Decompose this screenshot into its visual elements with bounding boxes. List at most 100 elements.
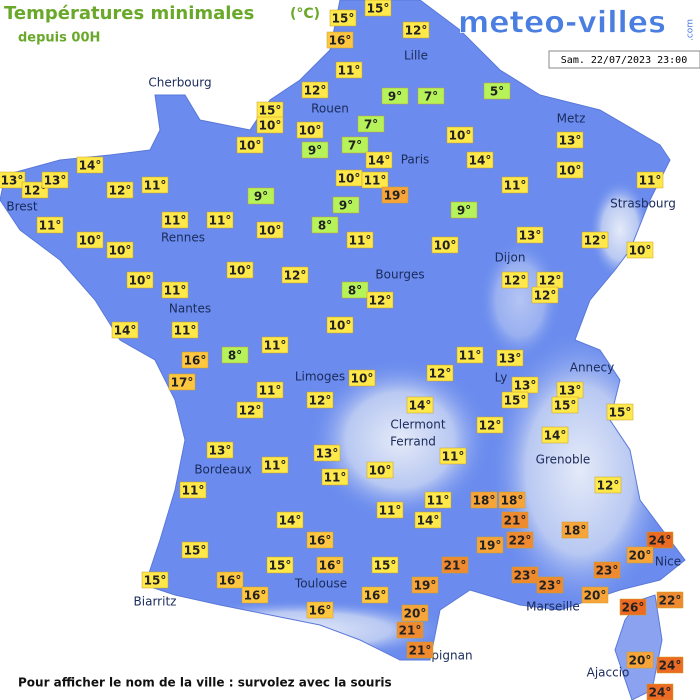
temperature-label: 12° bbox=[109, 184, 132, 198]
temperature-label: 12° bbox=[405, 24, 428, 38]
temperature-badge bbox=[371, 556, 399, 574]
city-name: Cherbourg bbox=[148, 76, 211, 90]
temperature-badge bbox=[366, 461, 394, 479]
city-name: Lille bbox=[404, 49, 428, 63]
temperature-badge bbox=[168, 373, 196, 391]
temperature-badge bbox=[256, 116, 284, 134]
temperature-badge bbox=[498, 491, 526, 509]
city-name: pignan bbox=[431, 649, 472, 663]
temperature-badge bbox=[551, 396, 579, 414]
temperature-label: 11° bbox=[264, 459, 287, 473]
temperature-badge bbox=[306, 601, 334, 619]
temperature-label: 10° bbox=[229, 264, 252, 278]
temperature-label: 10° bbox=[109, 244, 132, 258]
temperature-label: 22° bbox=[509, 534, 532, 548]
temperature-badge bbox=[261, 336, 289, 354]
temperature-badge bbox=[483, 82, 511, 100]
jura bbox=[480, 240, 560, 360]
temperature-badge bbox=[206, 441, 234, 459]
temperature-badge bbox=[313, 444, 341, 462]
temperature-label: 13° bbox=[209, 444, 232, 458]
temperature-badge bbox=[402, 21, 430, 39]
temperature-badge bbox=[401, 604, 429, 622]
temperature-badge bbox=[261, 456, 289, 474]
temperature-label: 18° bbox=[564, 524, 587, 538]
temperature-badge bbox=[606, 403, 634, 421]
temperature-badge bbox=[236, 136, 264, 154]
temperature-label: 14° bbox=[544, 429, 567, 443]
temperature-badge bbox=[556, 131, 584, 149]
temperature-label: 21° bbox=[409, 644, 432, 658]
temperature-label: 24° bbox=[649, 534, 672, 548]
temperature-label: 10° bbox=[329, 319, 352, 333]
temperature-label: 9° bbox=[457, 204, 471, 218]
temperature-label: 11° bbox=[324, 471, 347, 485]
temperature-label: 16° bbox=[309, 604, 332, 618]
temperature-badge bbox=[414, 511, 442, 529]
temperature-badge bbox=[456, 346, 484, 364]
temperature-label: 16° bbox=[309, 534, 332, 548]
temperature-badge bbox=[256, 381, 284, 399]
temperature-badge bbox=[276, 511, 304, 529]
temperature-badge bbox=[179, 481, 207, 499]
temperature-label: 19° bbox=[414, 579, 437, 593]
temperature-badge bbox=[646, 531, 674, 549]
city-name: Grenoble bbox=[536, 453, 591, 467]
temperature-label: 10° bbox=[129, 274, 152, 288]
temperature-label: 8° bbox=[228, 349, 242, 363]
temperature-label: 11° bbox=[349, 234, 372, 248]
temperature-label: 14° bbox=[114, 324, 137, 338]
temperature-badge bbox=[450, 201, 478, 219]
city-name: Limoges bbox=[295, 370, 345, 384]
temperature-label: 12° bbox=[584, 234, 607, 248]
title: Températures minimales bbox=[4, 3, 254, 24]
temperature-label: 12° bbox=[504, 274, 527, 288]
temperature-badge bbox=[329, 9, 357, 27]
temperature-label: 12° bbox=[369, 294, 392, 308]
temperature-label: 14° bbox=[417, 514, 440, 528]
temperature-label: 10° bbox=[259, 119, 282, 133]
temperature-badge bbox=[501, 176, 529, 194]
temperature-label: 21° bbox=[399, 624, 422, 638]
temperature-label: 11° bbox=[174, 324, 197, 338]
temperature-badge bbox=[626, 546, 654, 564]
temperature-label: 19° bbox=[479, 539, 502, 553]
temperature-label: 15° bbox=[332, 12, 355, 26]
temperature-badge bbox=[496, 349, 524, 367]
temperature-label: 21° bbox=[444, 559, 467, 573]
datetime: Sam. 22/07/2023 23:00 bbox=[561, 55, 687, 66]
temperature-badge bbox=[326, 316, 354, 334]
temperature-label: 5° bbox=[490, 85, 504, 99]
city-name: Metz bbox=[557, 112, 586, 126]
temperature-label: 9° bbox=[339, 199, 353, 213]
temperature-badge bbox=[301, 81, 329, 99]
temperature-badge bbox=[357, 115, 385, 133]
temperature-label: 11° bbox=[442, 450, 465, 464]
temperature-badge bbox=[316, 556, 344, 574]
temperature-badge bbox=[301, 141, 329, 159]
temperature-label: 11° bbox=[459, 349, 482, 363]
coastline bbox=[0, 0, 686, 661]
temperature-badge bbox=[593, 561, 621, 579]
temperature-label: 15° bbox=[367, 2, 390, 16]
temperature-label: 10° bbox=[369, 464, 392, 478]
temperature-label: 15° bbox=[144, 574, 167, 588]
city-name: Strasbourg bbox=[610, 197, 676, 211]
temperature-label: 14° bbox=[409, 399, 432, 413]
temperature-badge bbox=[306, 531, 334, 549]
logo-suffix: .com bbox=[686, 19, 696, 41]
temperature-badge bbox=[441, 556, 469, 574]
temperature-badge bbox=[439, 447, 467, 465]
temperature-badge bbox=[161, 211, 189, 229]
city-name: Rouen bbox=[311, 102, 349, 116]
temperature-badge bbox=[36, 216, 64, 234]
temperature-badge bbox=[21, 181, 49, 199]
temperature-badge bbox=[646, 683, 674, 700]
temperature-badge bbox=[466, 151, 494, 169]
temperature-badge bbox=[236, 401, 264, 419]
temperature-label: 20° bbox=[584, 589, 607, 603]
temperature-badge bbox=[106, 181, 134, 199]
city-name: Ferrand bbox=[390, 435, 436, 449]
temperature-badge bbox=[181, 541, 209, 559]
